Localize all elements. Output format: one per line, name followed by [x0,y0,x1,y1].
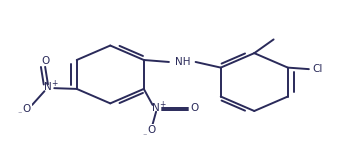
Text: NH: NH [175,57,190,66]
Text: N: N [44,82,52,92]
Text: ⁻: ⁻ [142,132,146,141]
Text: O: O [23,104,31,114]
Text: ⁻: ⁻ [18,110,22,119]
Text: N: N [152,103,160,113]
Text: O: O [148,125,156,135]
Text: +: + [159,100,166,109]
Text: +: + [51,79,57,88]
Text: O: O [41,56,49,66]
Text: Cl: Cl [313,64,323,74]
Text: O: O [190,103,199,113]
